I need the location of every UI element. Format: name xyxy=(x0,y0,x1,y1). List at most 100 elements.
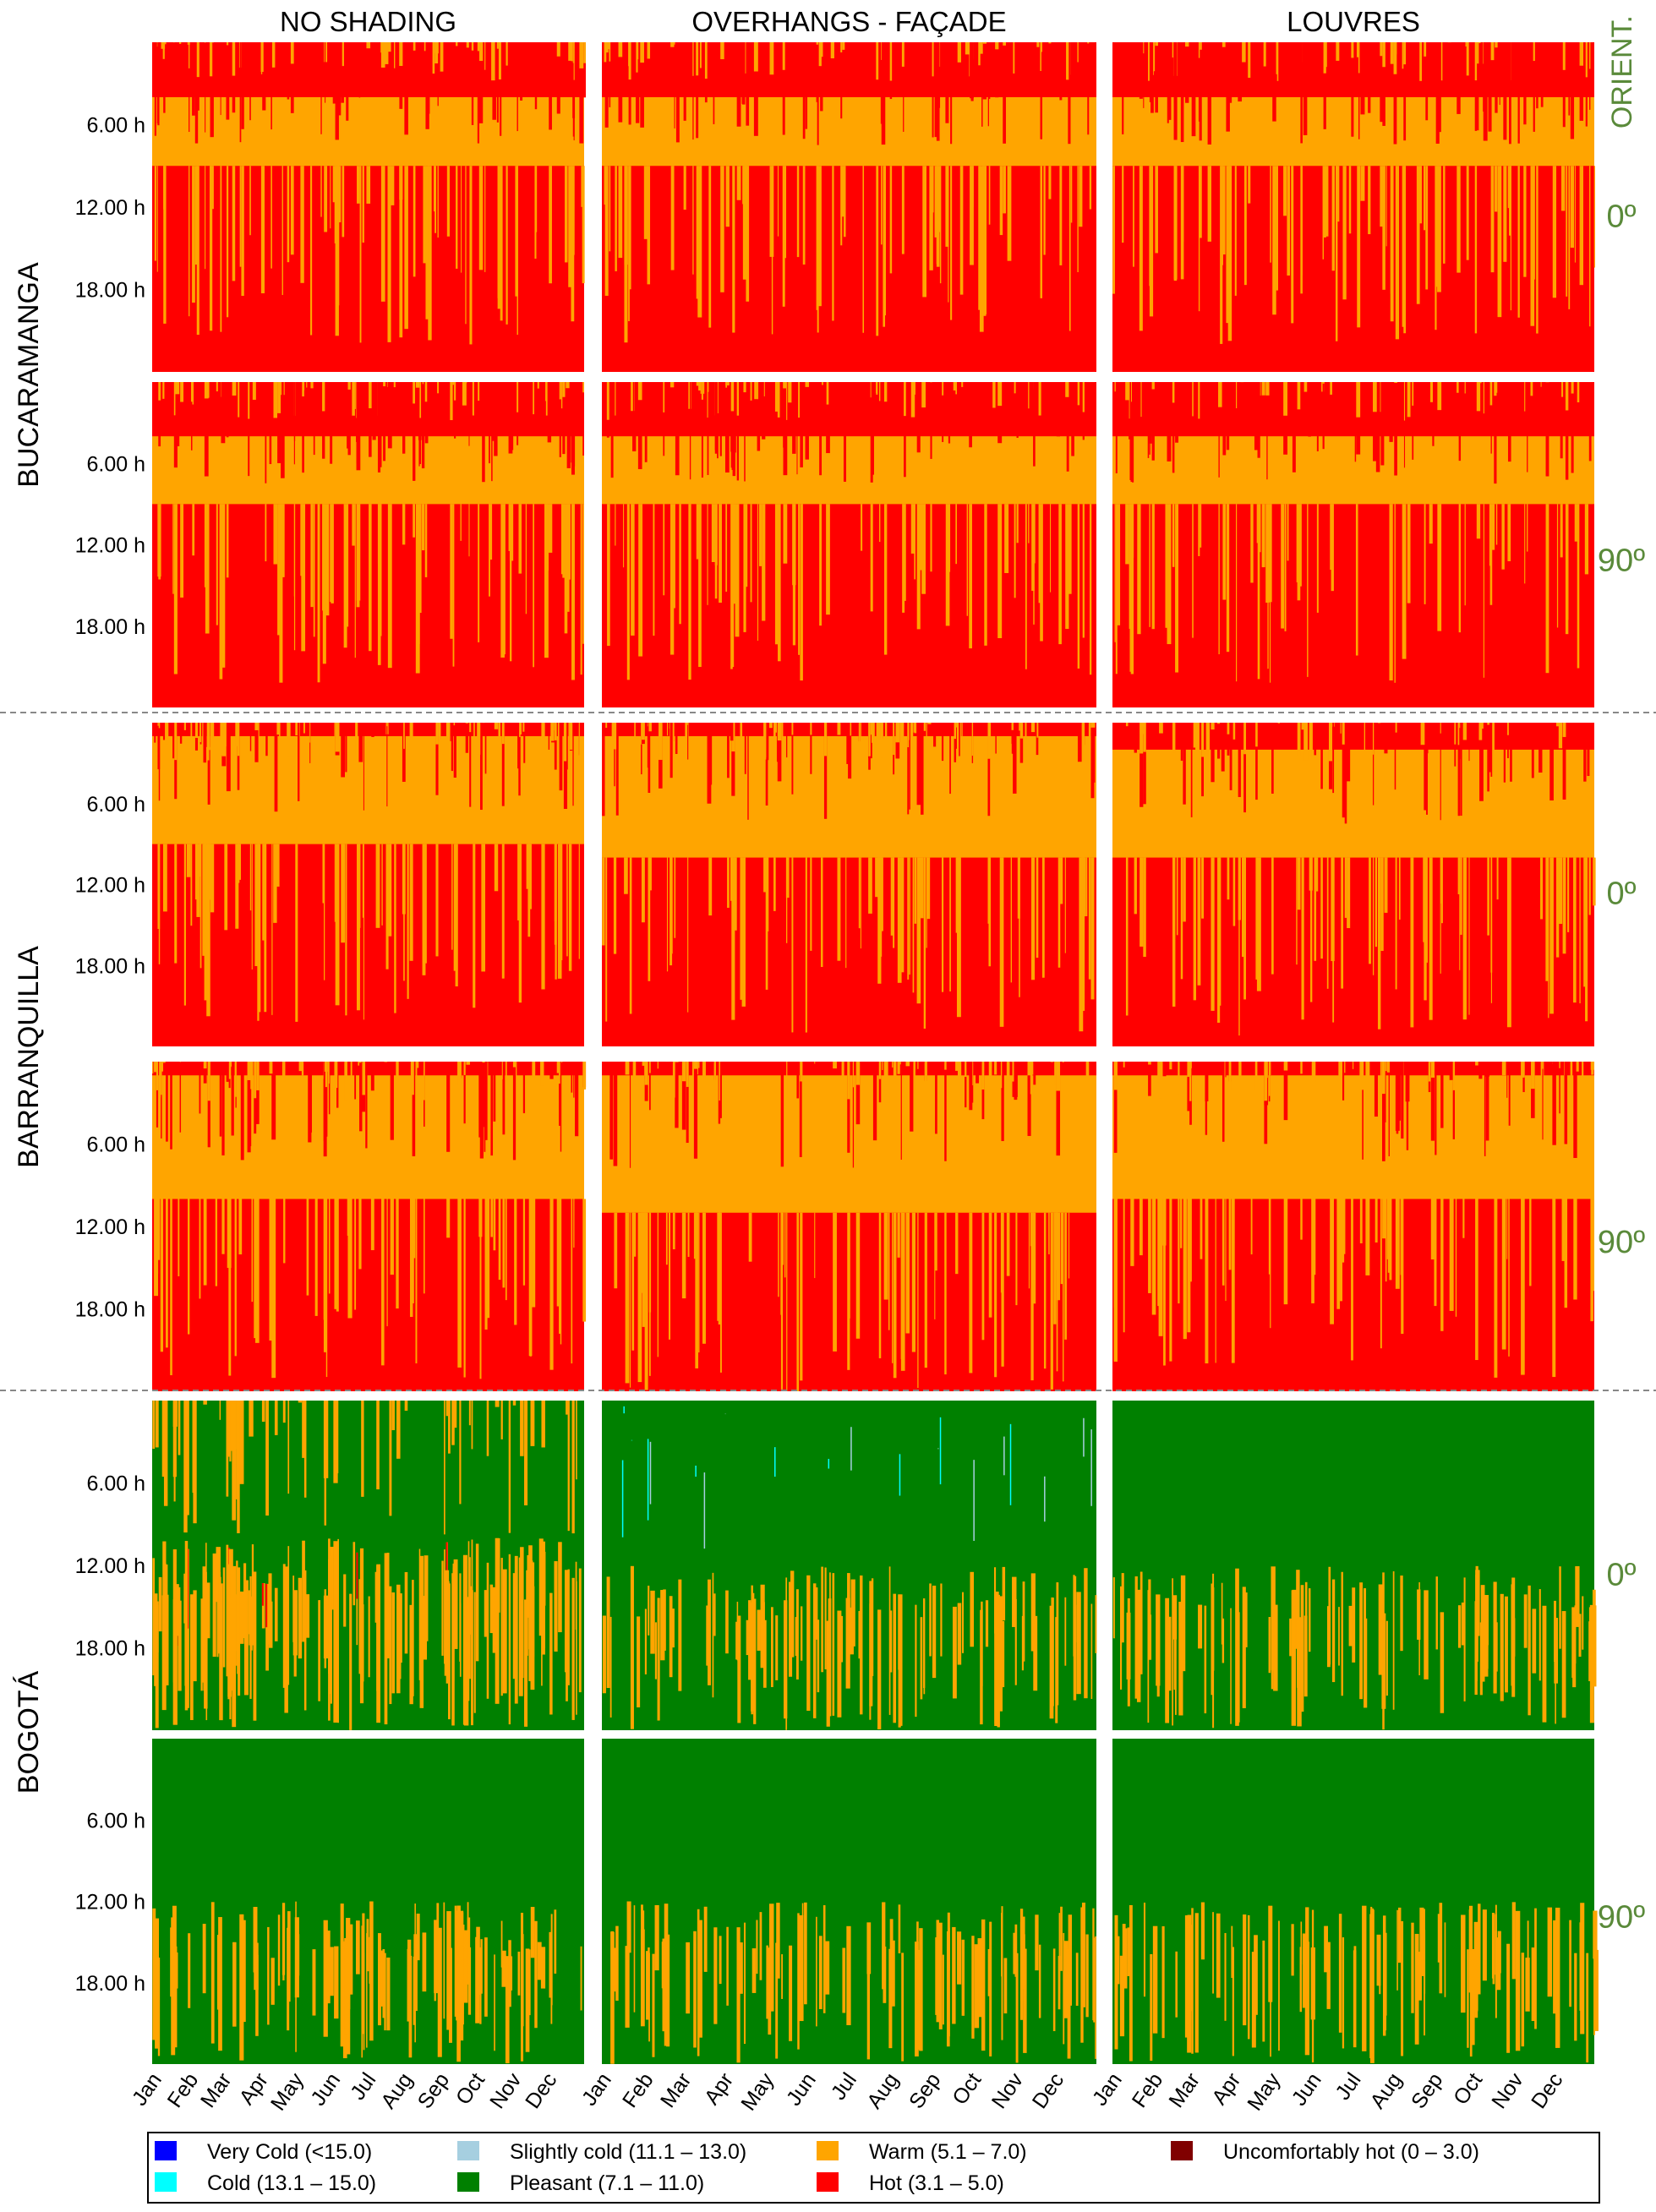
warm-streak xyxy=(541,1401,545,1448)
x-tick-label: Nov xyxy=(987,2068,1029,2113)
warm-streak xyxy=(1068,1212,1070,1279)
hot-streak xyxy=(1412,382,1414,460)
hot-streak xyxy=(320,42,322,134)
warm-streak xyxy=(515,166,519,297)
warm-streak xyxy=(1390,166,1394,294)
warm-streak xyxy=(1531,1947,1536,2022)
hot-streak xyxy=(1435,1062,1437,1155)
warm-streak xyxy=(394,844,396,1013)
warm-streak xyxy=(238,1567,241,1696)
hot-streak xyxy=(566,382,571,468)
warm-streak xyxy=(784,1212,786,1278)
warm-streak xyxy=(1579,166,1584,286)
warm-streak xyxy=(282,1564,286,1688)
hot-streak xyxy=(549,1062,554,1079)
warm-streak xyxy=(1484,1595,1489,1646)
warm-streak xyxy=(647,166,651,285)
warm-streak xyxy=(1192,504,1194,638)
warm-streak xyxy=(898,1594,901,1670)
warm-streak xyxy=(1125,504,1129,565)
hot-streak xyxy=(437,42,439,107)
hot-streak xyxy=(426,42,430,114)
warm-streak xyxy=(578,1568,582,1693)
warm-streak xyxy=(1335,166,1338,341)
warm-streak xyxy=(1568,166,1571,309)
warm-streak xyxy=(1556,504,1559,628)
heatmap-panel xyxy=(1112,1062,1595,1391)
hot-streak xyxy=(736,42,741,127)
warm-streak xyxy=(314,1199,318,1316)
warm-streak xyxy=(1542,1605,1547,1723)
legend-item: Cold (13.1 – 15.0) xyxy=(155,2171,376,2195)
hot-streak xyxy=(687,723,689,760)
warm-streak xyxy=(777,723,782,741)
warm-streak xyxy=(1476,382,1481,412)
hot-streak xyxy=(1225,1062,1227,1078)
warm-streak xyxy=(1242,857,1245,957)
y-tick-label: 18.00 h xyxy=(75,1298,145,1322)
warm-streak xyxy=(541,723,545,741)
warm-streak xyxy=(915,1604,917,1718)
warm-streak xyxy=(858,723,861,750)
warm-streak xyxy=(500,1558,503,1696)
warm-streak xyxy=(1307,504,1309,677)
heatmap-panel xyxy=(152,382,585,707)
warm-streak xyxy=(847,1062,850,1100)
warm-streak xyxy=(190,844,193,926)
warm-streak xyxy=(578,844,580,959)
warm-streak xyxy=(423,166,426,264)
warm-streak xyxy=(653,504,655,636)
warm-streak xyxy=(1198,382,1200,419)
warm-streak xyxy=(1424,1909,1425,2036)
warm-streak xyxy=(189,1594,194,1720)
warm-streak xyxy=(1082,504,1085,638)
warm-streak xyxy=(178,1401,181,1456)
warm-streak xyxy=(490,1199,494,1237)
warm-streak xyxy=(396,1199,399,1309)
warm-streak xyxy=(1440,723,1441,734)
warm-streak xyxy=(692,166,694,275)
warm-streak xyxy=(178,1199,180,1276)
warm-streak xyxy=(1085,857,1088,916)
warm-streak xyxy=(1577,382,1580,403)
warm-streak xyxy=(615,166,617,271)
hot-streak xyxy=(1173,42,1178,104)
warm-streak xyxy=(1467,1949,1469,2048)
warm-streak xyxy=(415,1062,418,1087)
warm-streak xyxy=(1028,504,1030,543)
warm-streak xyxy=(888,1212,890,1330)
cool-streak xyxy=(973,1460,975,1542)
warm-streak xyxy=(768,723,773,729)
hot-streak xyxy=(916,382,921,453)
warm-streak xyxy=(325,504,330,616)
warm-streak xyxy=(1189,1062,1192,1101)
warm-streak xyxy=(243,1563,247,1638)
warm-streak xyxy=(1077,42,1079,63)
warm-streak xyxy=(823,723,828,756)
warm-streak xyxy=(1242,1587,1246,1708)
hot-streak xyxy=(981,42,983,127)
warm-streak xyxy=(618,166,623,259)
hot-streak xyxy=(370,1062,374,1091)
warm-streak xyxy=(631,1212,635,1351)
hot-streak xyxy=(248,382,250,477)
warm-streak xyxy=(1150,1953,1153,2062)
warm-streak xyxy=(1148,1062,1151,1065)
warm-streak xyxy=(984,504,987,646)
warm-streak xyxy=(1304,1942,1310,2056)
warm-streak xyxy=(1172,723,1176,753)
hot-streak xyxy=(640,42,644,128)
warm-streak xyxy=(448,1401,451,1454)
warm-streak xyxy=(517,844,520,920)
warm-streak xyxy=(582,1062,587,1090)
warm-streak xyxy=(1591,1062,1594,1075)
warm-streak xyxy=(816,166,819,310)
orientation-header: ORIENT. xyxy=(1606,15,1638,128)
hot-streak xyxy=(210,42,214,138)
warm-streak xyxy=(648,1062,651,1073)
hot-streak xyxy=(907,723,910,815)
warm-streak xyxy=(1050,1212,1053,1390)
warm-streak xyxy=(281,1062,283,1077)
warm-streak xyxy=(175,382,180,395)
warm-streak xyxy=(1529,1199,1532,1286)
